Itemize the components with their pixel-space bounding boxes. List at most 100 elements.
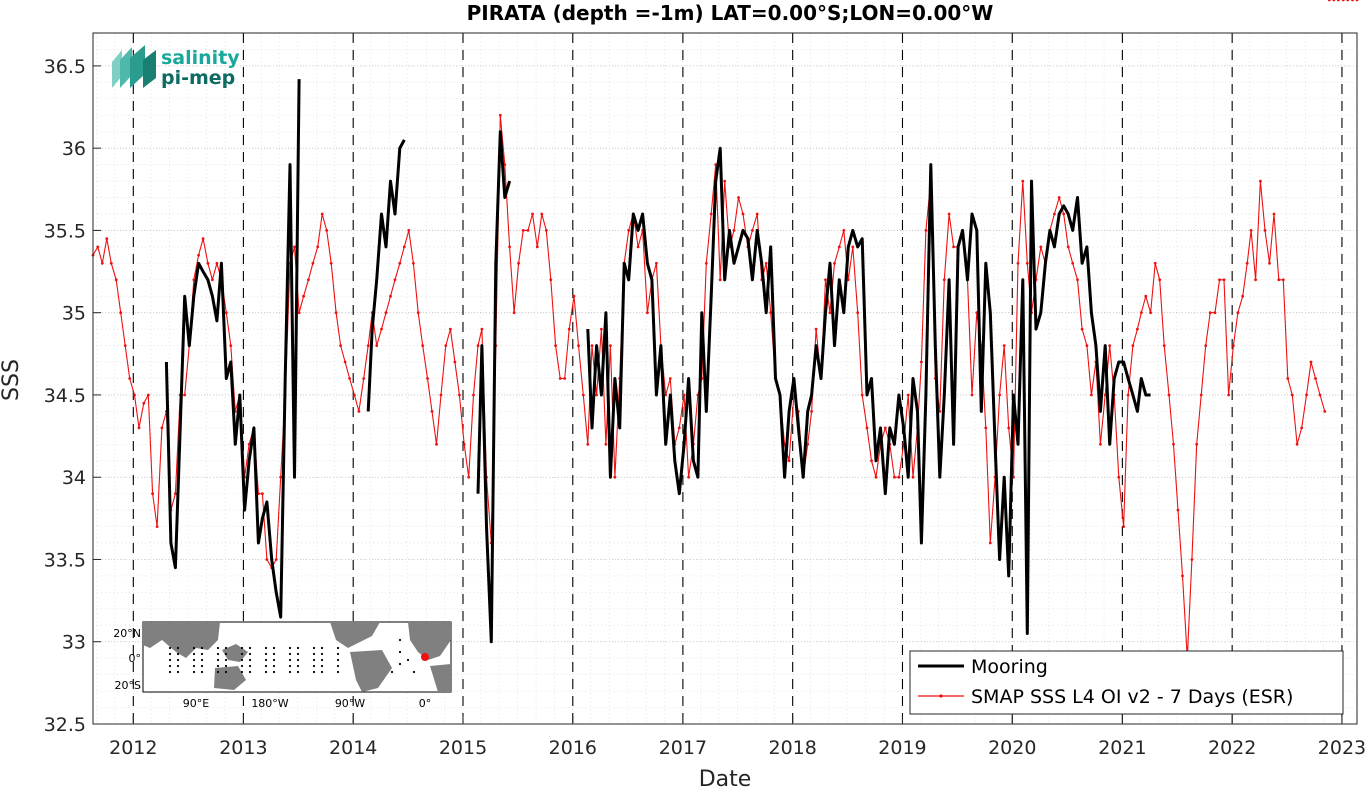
- series-point-smap: [1176, 508, 1180, 512]
- series-point-smap: [1314, 377, 1317, 380]
- series-point-smap: [595, 393, 598, 397]
- series-point-smap: [860, 393, 864, 397]
- series-point-smap: [664, 393, 668, 397]
- series-point-smap: [224, 311, 228, 315]
- series-point-smap: [1126, 393, 1130, 397]
- series-point-smap: [439, 393, 443, 397]
- series-point-smap: [732, 229, 736, 232]
- series-point-smap: [274, 558, 278, 561]
- array-buoy-point: [216, 658, 220, 662]
- series-point-smap: [435, 442, 438, 446]
- series-point-smap: [938, 410, 942, 413]
- series-line-mooring: [164, 79, 301, 619]
- array-buoy-point: [336, 652, 340, 656]
- array-buoy-point: [176, 670, 180, 674]
- array-buoy-point: [264, 664, 268, 668]
- series-point-smap: [1149, 311, 1152, 315]
- array-buoy-point: [272, 646, 276, 650]
- series-point-smap: [906, 393, 910, 397]
- series-point-smap: [265, 558, 269, 561]
- inset-lon-180w: 180°W: [251, 697, 288, 710]
- series-point-smap: [402, 245, 406, 249]
- series-point-smap: [96, 245, 100, 249]
- array-buoy-point: [248, 664, 252, 668]
- series-point-smap: [508, 245, 511, 249]
- series-point-smap: [540, 212, 544, 216]
- array-buoy-point: [192, 658, 196, 662]
- series-point-smap: [1090, 393, 1093, 397]
- series-point-smap: [307, 278, 310, 282]
- series-point-smap: [1218, 278, 1221, 282]
- x-tick-label: 2013: [219, 737, 267, 759]
- series-point-smap: [604, 442, 608, 446]
- inset-lat-0: 0°: [129, 652, 142, 665]
- series-point-smap: [449, 327, 452, 331]
- array-buoy-point: [192, 664, 196, 668]
- array-buoy-point: [168, 658, 172, 662]
- logo-text-pi-mep: pi-mep: [161, 67, 235, 89]
- series-point-smap: [1103, 393, 1107, 397]
- inset-lon-0: 0°: [419, 697, 432, 710]
- series-point-smap: [1062, 212, 1066, 216]
- series-point-smap: [407, 229, 411, 232]
- series-point-smap: [123, 344, 127, 347]
- series-point-smap: [952, 245, 955, 249]
- series-point-smap: [563, 377, 567, 380]
- array-buoy-point: [224, 646, 228, 650]
- array-buoy-point: [288, 658, 292, 662]
- series-point-smap: [1057, 196, 1061, 199]
- series-point-smap: [535, 245, 539, 249]
- series-point-smap: [325, 229, 329, 232]
- mooring-array-points: [168, 638, 416, 674]
- series-point-smap: [544, 229, 548, 232]
- series-point-smap: [893, 475, 896, 479]
- series-point-smap: [380, 327, 383, 331]
- series-point-smap: [1341, 0, 1345, 2]
- series-point-smap: [160, 426, 164, 430]
- series-point-smap: [787, 459, 791, 463]
- series-point-smap: [1025, 261, 1029, 265]
- array-buoy-point: [398, 662, 402, 666]
- series-point-smap: [453, 360, 457, 364]
- series-point-smap: [114, 278, 118, 282]
- series-point-smap: [1085, 344, 1089, 347]
- series-point-smap: [128, 377, 132, 380]
- array-buoy-point: [336, 664, 340, 668]
- series-point-smap: [279, 475, 283, 479]
- series-point-smap: [567, 327, 571, 331]
- array-buoy-point: [168, 664, 172, 668]
- series-point-smap: [339, 344, 342, 347]
- inset-lon-90w: 90°W: [335, 697, 365, 710]
- series-point-smap: [1286, 377, 1290, 380]
- array-buoy-point: [200, 646, 204, 650]
- inset-map: 20°N 0° 20°S 90°E 180°W 90°W 0°: [113, 621, 452, 710]
- array-buoy-point: [200, 658, 204, 662]
- series-point-smap: [718, 278, 722, 282]
- series-point-smap: [842, 229, 846, 232]
- series-point-smap: [444, 344, 448, 347]
- series-point-smap: [192, 278, 196, 282]
- array-buoy-point: [192, 652, 196, 656]
- x-axis: 2012 2013 2014 2015 2016 2017 2018 2019 2020 2021…: [109, 716, 1366, 759]
- series-point-smap: [646, 311, 649, 315]
- array-buoy-point: [176, 646, 180, 650]
- series-point-smap: [810, 410, 813, 413]
- series-point-smap: [883, 426, 887, 430]
- x-tick-label: 2016: [549, 737, 597, 759]
- array-buoy-point: [224, 658, 228, 662]
- series-point-smap: [498, 113, 502, 117]
- y-tick-label: 36: [62, 138, 86, 160]
- array-buoy-point: [296, 664, 300, 668]
- series-point-smap: [384, 311, 388, 315]
- series-point-smap: [100, 261, 104, 265]
- series-point-smap: [1172, 442, 1175, 446]
- series-point-smap: [343, 360, 347, 364]
- series-point-smap: [1241, 294, 1245, 298]
- series-point-smap: [1002, 344, 1006, 347]
- series-point-smap: [215, 261, 219, 265]
- y-tick-label: 34.5: [44, 385, 86, 407]
- x-tick-label: 2015: [439, 737, 487, 759]
- series-point-smap: [554, 344, 557, 347]
- series-point-smap: [851, 245, 855, 249]
- array-buoy-point: [398, 650, 402, 654]
